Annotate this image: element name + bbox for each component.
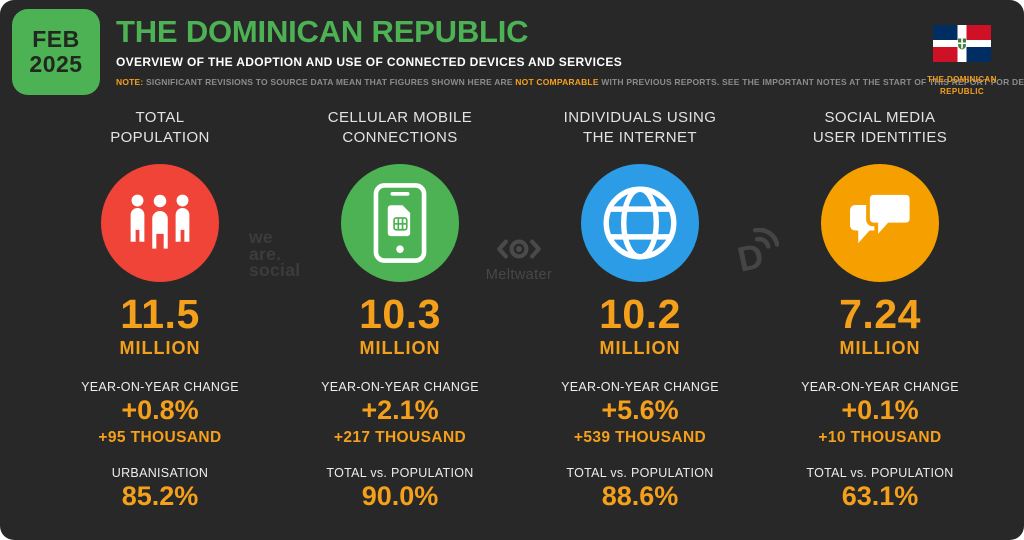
- stat-column-mobile-connections: CELLULAR MOBILE CONNECTIONS 1: [280, 108, 520, 510]
- yoy-change-label: YEAR-ON-YEAR CHANGE: [321, 380, 479, 394]
- secondary-stat-label: TOTAL vs. POPULATION: [326, 466, 474, 480]
- header: THE DOMINICAN REPUBLIC OVERVIEW OF THE A…: [116, 16, 1024, 87]
- mobile-circle: [341, 164, 459, 282]
- badge-year: 2025: [29, 51, 83, 77]
- column-header: TOTAL POPULATION: [110, 109, 210, 147]
- yoy-change-label: YEAR-ON-YEAR CHANGE: [561, 380, 719, 394]
- stat-unit: MILLION: [359, 338, 441, 358]
- meltwater-eye-icon: [497, 239, 541, 259]
- stat-column-internet-users: INDIVIDUALS USING THE INTERNET 10.2 MILL…: [520, 108, 760, 510]
- datareportal-icon: D: [734, 227, 780, 280]
- stat-value: 10.2: [599, 291, 681, 337]
- people-icon: [130, 192, 190, 251]
- page-subtitle: OVERVIEW OF THE ADOPTION AND USE OF CONN…: [116, 55, 623, 69]
- meltwater-label: Meltwater: [485, 267, 553, 283]
- dominican-republic-flag-icon: [933, 25, 991, 62]
- date-badge: FEB 2025: [12, 9, 100, 95]
- internet-circle: [581, 164, 699, 282]
- column-header: INDIVIDUALS USING THE INTERNET: [563, 109, 717, 147]
- note-prefix: NOTE:: [116, 77, 144, 87]
- secondary-stat-label: TOTAL vs. POPULATION: [806, 466, 954, 480]
- badge-month: FEB: [32, 26, 80, 53]
- secondary-stat-value: 63.1%: [841, 481, 919, 511]
- stat-columns: TOTAL POPULATION: [40, 108, 1000, 510]
- stat-unit: MILLION: [839, 338, 921, 358]
- secondary-stat-value: 90.0%: [361, 481, 439, 511]
- note-text: NOTE: SIGNIFICANT REVISIONS TO SOURCE DA…: [116, 77, 1024, 87]
- secondary-stat-label: TOTAL vs. POPULATION: [566, 466, 714, 480]
- secondary-stat-value: 88.6%: [601, 481, 679, 511]
- secondary-stat-value: 85.2%: [121, 481, 199, 511]
- mobile-phone-icon: [373, 183, 427, 263]
- yoy-change-percent: +5.6%: [601, 395, 679, 425]
- yoy-change-absolute: +95 THOUSAND: [98, 429, 222, 446]
- yoy-change-absolute: +10 THOUSAND: [818, 429, 942, 446]
- chat-bubbles-icon: [850, 191, 914, 244]
- social-media-circle: [821, 164, 939, 282]
- yoy-change-absolute: +539 THOUSAND: [573, 429, 707, 446]
- column-header: SOCIAL MEDIA USER IDENTITIES: [812, 109, 948, 147]
- yoy-change-percent: +0.1%: [841, 395, 919, 425]
- yoy-change-label: YEAR-ON-YEAR CHANGE: [801, 380, 959, 394]
- stat-column-social-media: SOCIAL MEDIA USER IDENTITIES 7.24 MILLIO…: [760, 108, 1000, 510]
- stat-value: 7.24: [839, 291, 921, 337]
- secondary-stat-label: URBANISATION: [111, 466, 209, 480]
- population-circle: [101, 164, 219, 282]
- yoy-change-percent: +0.8%: [121, 395, 199, 425]
- stat-value: 10.3: [359, 291, 441, 337]
- stat-unit: MILLION: [599, 338, 681, 358]
- yoy-change-percent: +2.1%: [361, 395, 439, 425]
- note-highlight: NOT COMPARABLE: [515, 77, 599, 87]
- note-body-1: SIGNIFICANT REVISIONS TO SOURCE DATA MEA…: [143, 77, 516, 87]
- meltwater-watermark: Meltwater: [475, 238, 563, 283]
- stat-column-population: TOTAL POPULATION: [40, 108, 280, 510]
- note-body-2: WITH PREVIOUS REPORTS. SEE THE IMPORTANT…: [598, 77, 1024, 87]
- country-flag-block: THE DOMINICAN REPUBLIC: [920, 25, 1004, 97]
- page-title: THE DOMINICAN REPUBLIC: [116, 14, 529, 49]
- yoy-change-label: YEAR-ON-YEAR CHANGE: [81, 380, 239, 394]
- stat-value: 11.5: [120, 291, 200, 337]
- globe-icon: [603, 186, 677, 260]
- we-are-social-watermark: we are. social: [249, 227, 301, 281]
- yoy-change-absolute: +217 THOUSAND: [333, 429, 467, 446]
- datareportal-watermark: D: [731, 227, 780, 280]
- stat-unit: MILLION: [119, 338, 201, 358]
- column-header: CELLULAR MOBILE CONNECTIONS: [327, 109, 473, 147]
- flag-label: THE DOMINICAN REPUBLIC: [927, 75, 997, 96]
